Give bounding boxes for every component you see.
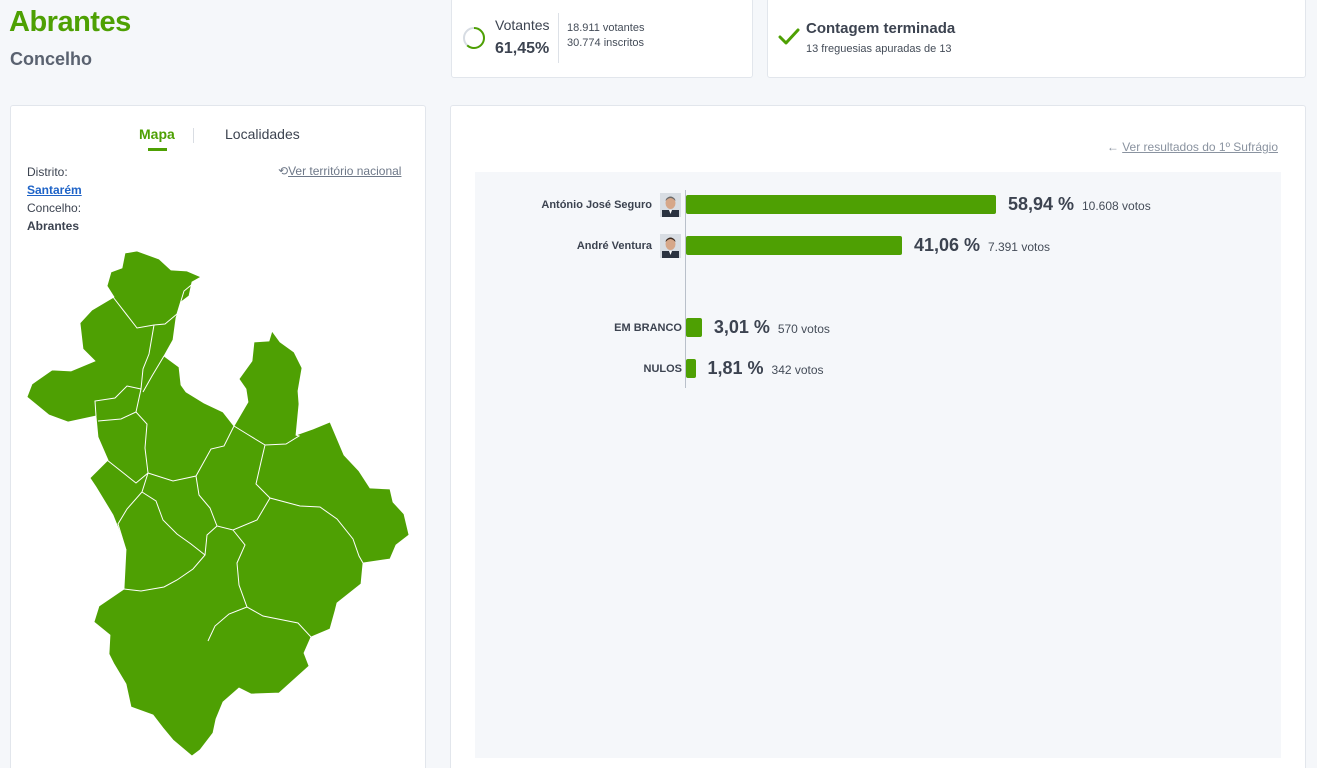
- result-bar[interactable]: [686, 195, 996, 214]
- candidate-name: André Ventura: [576, 240, 652, 252]
- municipality-map[interactable]: [11, 236, 427, 756]
- district-link[interactable]: Santarém: [27, 183, 82, 197]
- count-status-subtitle: 13 freguesias apuradas de 13: [806, 43, 952, 55]
- result-bar[interactable]: [686, 359, 696, 378]
- results-card: ← Ver resultados do 1º Sufrágio António …: [450, 105, 1306, 768]
- count-status-title: Contagem terminada: [806, 20, 956, 37]
- count-status-card: Contagem terminada 13 freguesias apurada…: [767, 0, 1306, 78]
- national-territory-link-label: Ver território nacional: [288, 164, 402, 178]
- map-region[interactable]: [26, 250, 410, 756]
- chart-baseline: [685, 190, 686, 388]
- voters-count: 18.911 votantes: [567, 22, 645, 34]
- turnout-ring-icon: [463, 27, 485, 49]
- tab-mapa[interactable]: Mapa: [139, 126, 175, 142]
- page-subtitle: Concelho: [10, 49, 93, 69]
- turnout-divider: [558, 13, 559, 63]
- result-votes: 10.608 votos: [1082, 199, 1151, 213]
- undo-icon: ⟲: [278, 164, 289, 178]
- tab-localidades[interactable]: Localidades: [225, 126, 300, 142]
- check-icon: [778, 28, 800, 45]
- result-percent: 41,06 %: [913, 235, 981, 255]
- turnout-percent: 61,45%: [495, 40, 550, 57]
- district-label: Distrito:: [27, 165, 68, 179]
- map-card: Mapa Localidades Distrito: Santarém Conc…: [10, 105, 426, 768]
- candidate-avatar: [660, 234, 681, 258]
- first-round-results-link[interactable]: ← Ver resultados do 1º Sufrágio: [1107, 140, 1278, 154]
- tab-divider: [193, 128, 194, 143]
- candidate-name: EM BRANCO: [614, 322, 682, 334]
- arrow-left-icon: ←: [1106, 140, 1119, 154]
- result-percent: 58,94 %: [1008, 194, 1075, 214]
- registered-count: 30.774 inscritos: [567, 37, 645, 49]
- result-votes: 7.391 votos: [987, 240, 1050, 254]
- result-votes: 570 votos: [777, 322, 830, 336]
- result-bar[interactable]: [686, 318, 702, 337]
- national-territory-link[interactable]: ⟲Ver território nacional: [278, 164, 401, 178]
- candidate-avatar: [660, 193, 681, 217]
- candidate-name: António José Seguro: [541, 199, 652, 211]
- result-bar[interactable]: [686, 236, 902, 255]
- municipality-value: Abrantes: [27, 219, 80, 233]
- candidate-name: NULOS: [643, 363, 683, 375]
- page-title: Abrantes: [9, 6, 131, 38]
- municipality-label: Concelho:: [27, 201, 82, 215]
- result-percent: 3,01 %: [713, 317, 770, 337]
- first-round-results-link-label: Ver resultados do 1º Sufrágio: [1122, 140, 1278, 154]
- results-chart: António José Seguro 58,94 % 10.608 votos An…: [475, 172, 1281, 758]
- turnout-label: Votantes: [495, 17, 550, 33]
- result-percent: 1,81 %: [707, 358, 764, 378]
- result-votes: 342 votos: [771, 363, 824, 377]
- turnout-card: Votantes 61,45% 18.911 votantes 30.774 i…: [451, 0, 753, 78]
- active-tab-indicator: [148, 148, 167, 151]
